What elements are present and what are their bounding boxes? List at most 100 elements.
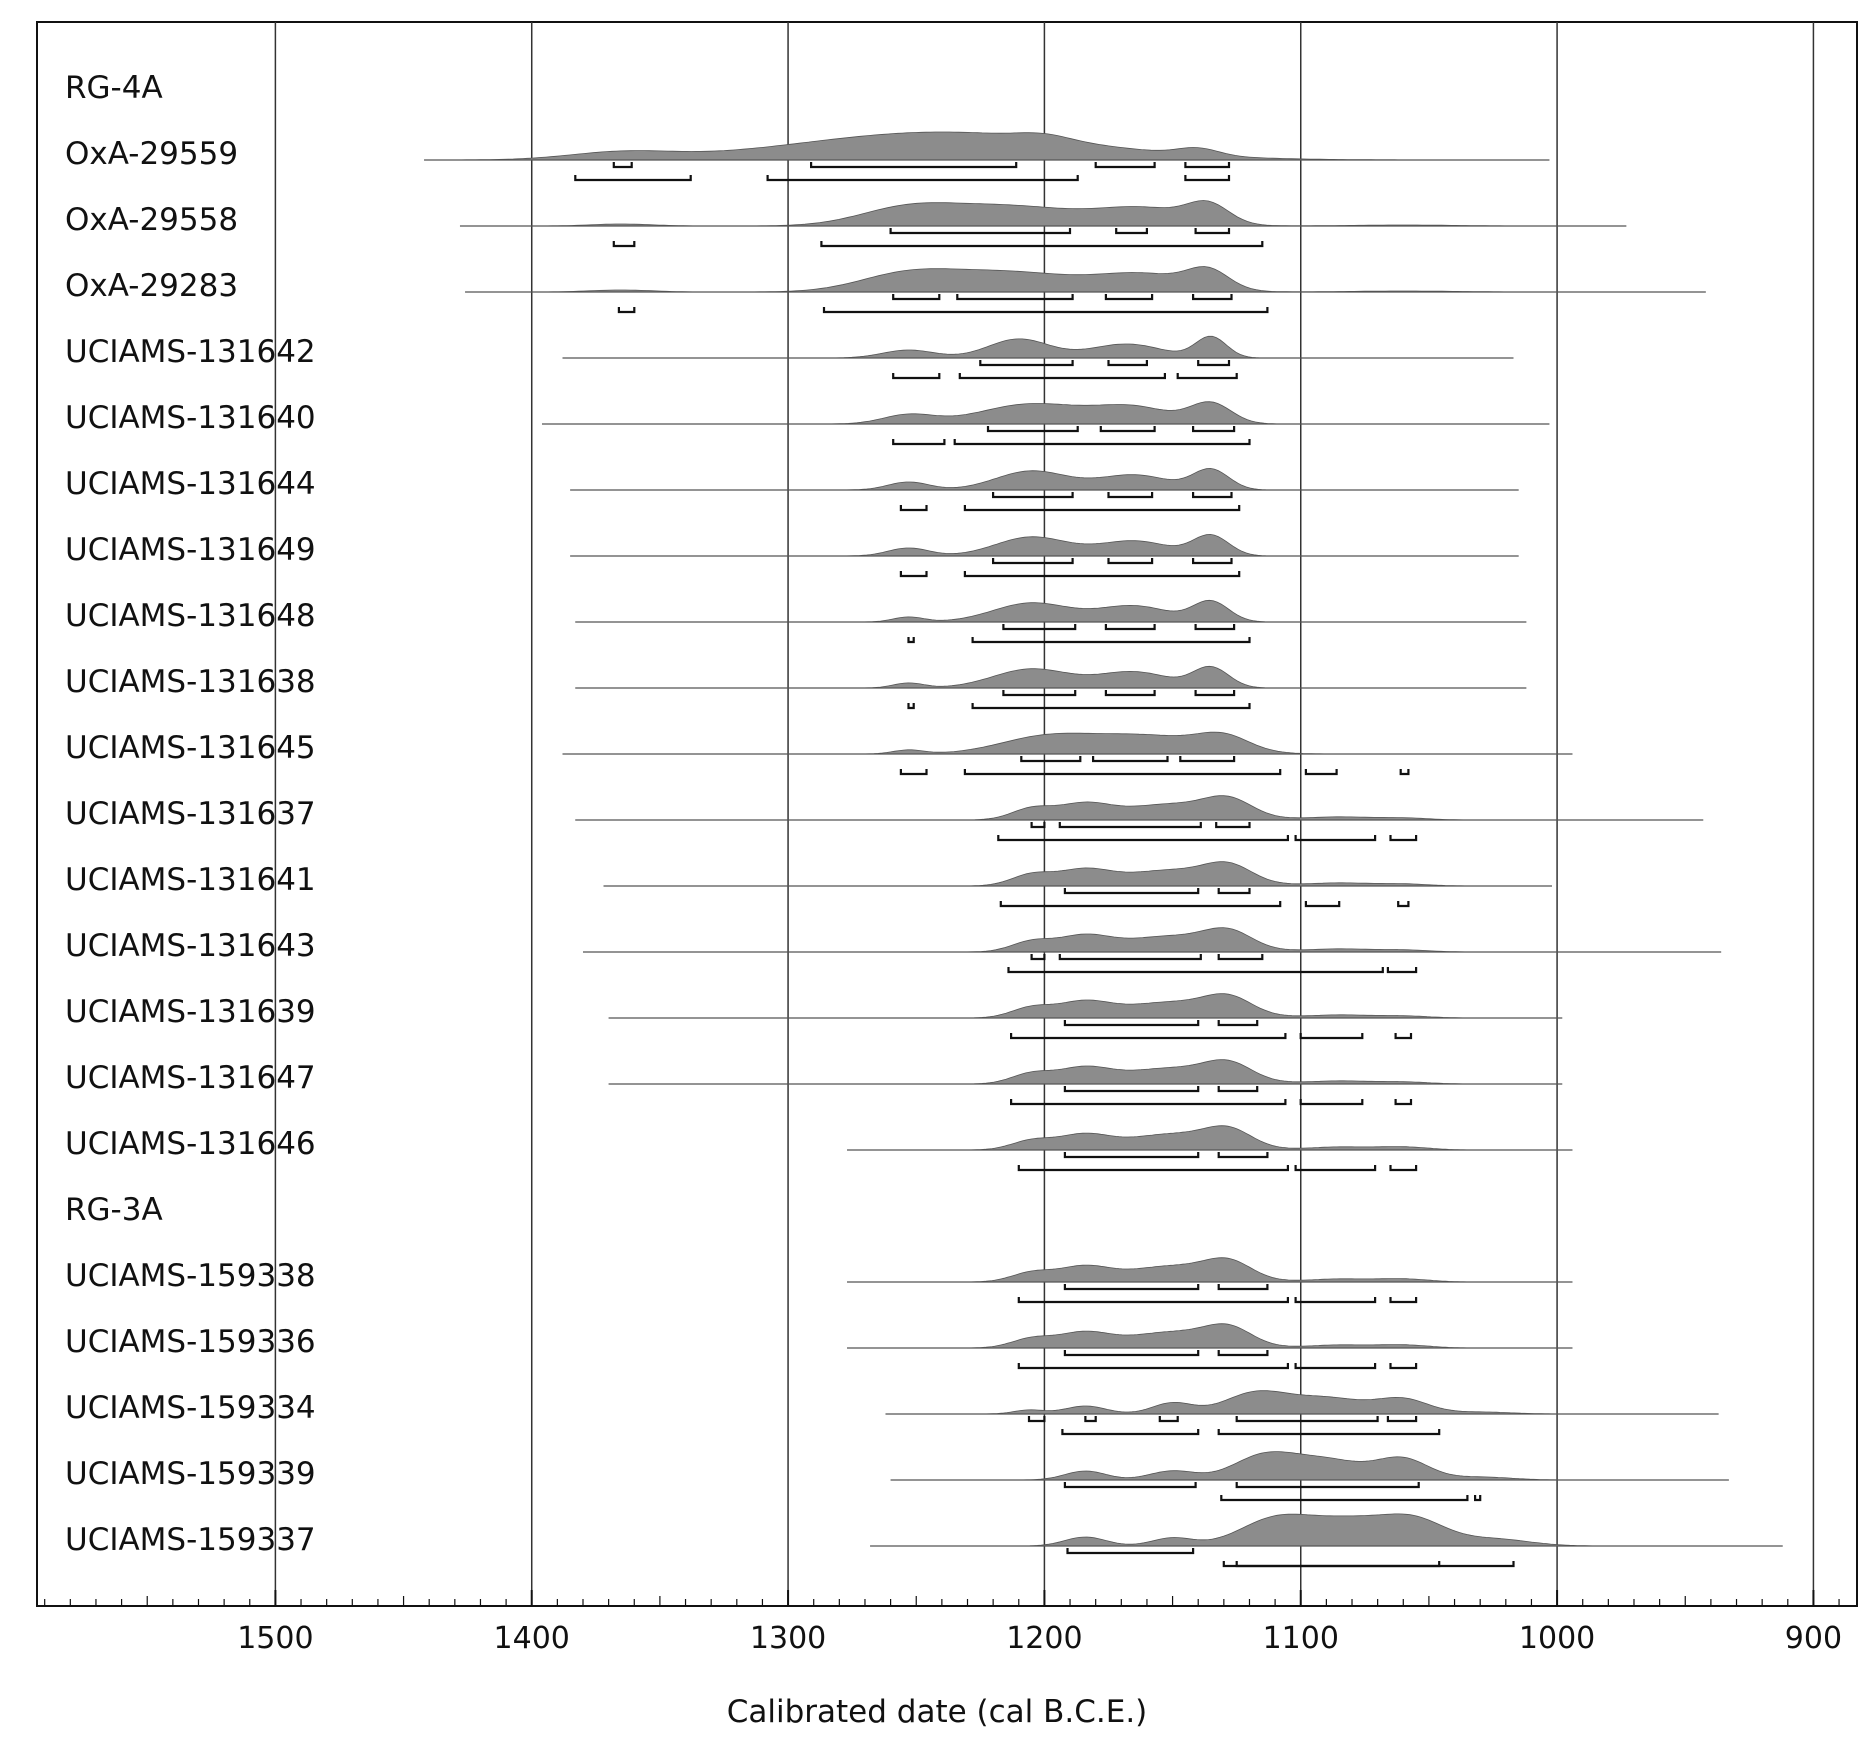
range-95-bracket (1007, 967, 1384, 974)
range-95-bracket (963, 505, 1241, 512)
range-68-bracket (1192, 558, 1233, 565)
sample-row: UCIAMS-159334 (65, 1390, 1719, 1436)
range-68-bracket (1217, 1284, 1269, 1291)
range-68-bracket (1104, 294, 1154, 301)
range-95-bracket (1017, 1297, 1289, 1304)
range-68-bracket (1235, 1416, 1379, 1423)
range-95-bracket (907, 637, 915, 644)
range-95-bracket (1386, 967, 1418, 974)
range-95-bracket (1299, 1099, 1364, 1106)
sample-label: UCIAMS-131643 (65, 928, 316, 964)
range-68-bracket (1217, 1086, 1259, 1093)
range-68-bracket (992, 492, 1074, 499)
range-95-bracket (617, 307, 636, 314)
probability-distribution (575, 599, 1527, 623)
range-95-bracket (1299, 1033, 1364, 1040)
sample-label: UCIAMS-159336 (65, 1324, 316, 1360)
range-95-bracket (899, 571, 928, 578)
range-68-bracket (1066, 1548, 1195, 1555)
range-68-bracket (992, 558, 1074, 565)
range-68-bracket (1092, 756, 1169, 763)
x-tick-label: 1000 (1519, 1621, 1595, 1656)
sample-row: UCIAMS-131644 (65, 466, 1519, 512)
range-68-bracket (1217, 1020, 1259, 1027)
sample-row: UCIAMS-131642 (65, 334, 1514, 380)
range-68-bracket (1194, 690, 1236, 697)
probability-distribution (460, 200, 1627, 227)
range-68-bracket (1104, 624, 1156, 631)
sample-row: UCIAMS-159338 (65, 1257, 1573, 1304)
range-68-bracket (810, 162, 1018, 169)
sample-label: UCIAMS-131640 (65, 400, 316, 436)
sample-label: UCIAMS-131642 (65, 334, 316, 370)
range-95-bracket (971, 703, 1251, 710)
sample-row: UCIAMS-131646 (65, 1125, 1573, 1172)
sample-row: UCIAMS-159336 (65, 1323, 1573, 1370)
sample-label: UCIAMS-159334 (65, 1390, 316, 1426)
sample-label: OxA-29558 (65, 202, 238, 238)
range-95-bracket (1389, 1297, 1418, 1304)
range-95-bracket (1389, 1363, 1418, 1370)
range-68-bracket (1002, 624, 1077, 631)
probability-distribution (885, 1390, 1719, 1415)
group-row: RG-3A (65, 1192, 163, 1228)
range-95-bracket (1397, 901, 1410, 908)
range-95-bracket (766, 175, 1079, 182)
range-95-bracket (1176, 373, 1238, 380)
range-68-bracket (1192, 426, 1236, 433)
probability-distribution (847, 1323, 1573, 1349)
sample-label: OxA-29559 (65, 136, 238, 172)
range-95-bracket (899, 769, 928, 776)
range-68-bracket (1063, 1152, 1200, 1159)
probability-distribution (562, 335, 1514, 359)
sample-label: UCIAMS-131649 (65, 532, 316, 568)
sample-row: UCIAMS-131648 (65, 598, 1527, 644)
range-68-bracket (1084, 1416, 1097, 1423)
range-95-bracket (1294, 1165, 1377, 1172)
range-95-bracket (997, 835, 1289, 842)
range-95-bracket (892, 373, 941, 380)
sample-row: UCIAMS-131649 (65, 532, 1519, 578)
range-68-bracket (1104, 690, 1156, 697)
range-95-bracket (963, 769, 1282, 776)
range-95-bracket (1389, 1165, 1418, 1172)
range-68-bracket (1235, 1482, 1420, 1489)
sample-label: UCIAMS-131645 (65, 730, 316, 766)
probability-distribution (570, 533, 1519, 557)
range-68-bracket (1063, 1350, 1200, 1357)
range-68-bracket (1099, 426, 1156, 433)
range-68-bracket (1107, 360, 1148, 367)
range-95-bracket (1061, 1429, 1200, 1436)
sample-label: UCIAMS-131638 (65, 664, 316, 700)
range-95-bracket (1399, 769, 1410, 776)
range-95-bracket (1217, 1429, 1441, 1436)
sample-label: UCIAMS-131647 (65, 1060, 316, 1096)
range-68-bracket (1063, 1086, 1200, 1093)
range-95-bracket (999, 901, 1282, 908)
range-95-bracket (1304, 769, 1338, 776)
sample-label: UCIAMS-131639 (65, 994, 316, 1030)
sample-row: OxA-29283 (65, 266, 1706, 314)
x-tick-label: 1300 (750, 1621, 826, 1656)
range-95-bracket (1394, 1099, 1413, 1106)
probability-distribution (847, 1257, 1573, 1283)
range-68-bracket (1215, 822, 1251, 829)
range-95-bracket (612, 241, 636, 248)
sample-row: OxA-29559 (65, 131, 1550, 182)
sample-row: UCIAMS-131639 (65, 993, 1563, 1040)
sample-row: UCIAMS-131638 (65, 664, 1527, 710)
probability-distribution (575, 665, 1527, 689)
range-95-bracket (822, 307, 1269, 314)
range-68-bracket (1217, 954, 1264, 961)
sample-row: UCIAMS-131647 (65, 1059, 1563, 1106)
range-95-bracket (1474, 1495, 1482, 1502)
probability-distribution (890, 1451, 1729, 1481)
range-95-bracket (971, 637, 1251, 644)
range-95-bracket (907, 703, 915, 710)
sample-row: UCIAMS-131643 (65, 927, 1722, 974)
range-95-bracket (1235, 1561, 1441, 1568)
probability-distribution (870, 1513, 1783, 1547)
sample-label: UCIAMS-131646 (65, 1126, 316, 1162)
sample-label: UCIAMS-159339 (65, 1456, 316, 1492)
